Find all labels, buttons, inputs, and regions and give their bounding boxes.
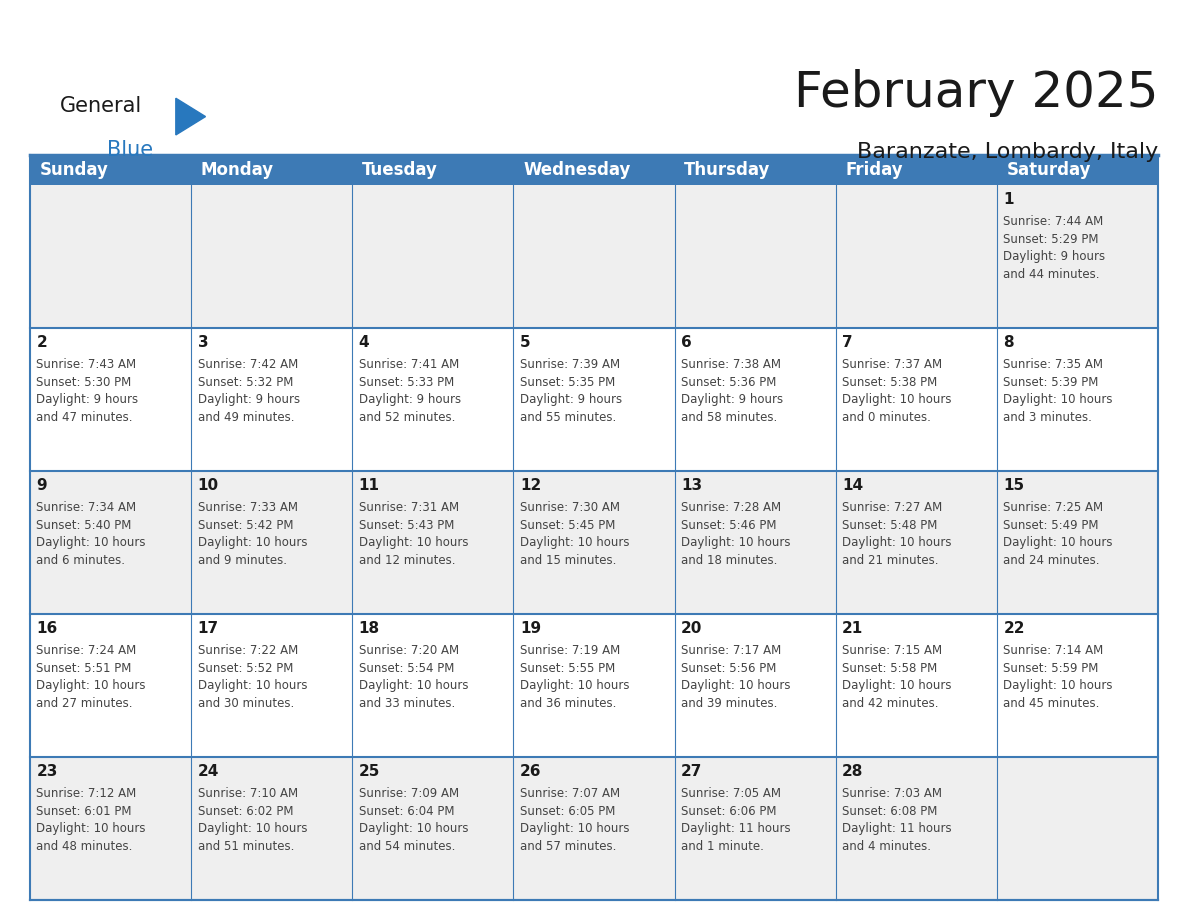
Text: 6: 6	[681, 335, 691, 351]
Text: 23: 23	[37, 765, 58, 779]
Text: 15: 15	[1004, 478, 1024, 493]
Text: Sunrise: 7:30 AM
Sunset: 5:45 PM
Daylight: 10 hours
and 15 minutes.: Sunrise: 7:30 AM Sunset: 5:45 PM Dayligh…	[520, 501, 630, 566]
Bar	[191, 155, 353, 185]
Text: 3: 3	[197, 335, 208, 351]
Text: Sunday: Sunday	[39, 161, 108, 179]
Text: 4: 4	[359, 335, 369, 351]
Text: Sunrise: 7:05 AM
Sunset: 6:06 PM
Daylight: 11 hours
and 1 minute.: Sunrise: 7:05 AM Sunset: 6:06 PM Dayligh…	[681, 788, 791, 853]
Text: 1: 1	[1004, 193, 1013, 207]
Text: 24: 24	[197, 765, 219, 779]
Text: 8: 8	[1004, 335, 1013, 351]
Text: Thursday: Thursday	[684, 161, 771, 179]
Text: 13: 13	[681, 478, 702, 493]
Text: Sunrise: 7:15 AM
Sunset: 5:58 PM
Daylight: 10 hours
and 42 minutes.: Sunrise: 7:15 AM Sunset: 5:58 PM Dayligh…	[842, 644, 952, 710]
Text: Sunrise: 7:34 AM
Sunset: 5:40 PM
Daylight: 10 hours
and 6 minutes.: Sunrise: 7:34 AM Sunset: 5:40 PM Dayligh…	[37, 501, 146, 566]
Text: Blue: Blue	[107, 140, 153, 161]
Text: 12: 12	[520, 478, 541, 493]
Text: Sunrise: 7:44 AM
Sunset: 5:29 PM
Daylight: 9 hours
and 44 minutes.: Sunrise: 7:44 AM Sunset: 5:29 PM Dayligh…	[1004, 216, 1105, 281]
Text: 19: 19	[520, 621, 541, 636]
Text: Sunrise: 7:07 AM
Sunset: 6:05 PM
Daylight: 10 hours
and 57 minutes.: Sunrise: 7:07 AM Sunset: 6:05 PM Dayligh…	[520, 788, 630, 853]
Text: 25: 25	[359, 765, 380, 779]
Text: Sunrise: 7:41 AM
Sunset: 5:33 PM
Daylight: 9 hours
and 52 minutes.: Sunrise: 7:41 AM Sunset: 5:33 PM Dayligh…	[359, 358, 461, 424]
Text: General: General	[59, 96, 141, 117]
Text: Sunrise: 7:17 AM
Sunset: 5:56 PM
Daylight: 10 hours
and 39 minutes.: Sunrise: 7:17 AM Sunset: 5:56 PM Dayligh…	[681, 644, 790, 710]
Text: 5: 5	[520, 335, 531, 351]
Bar	[835, 155, 997, 185]
Bar	[30, 471, 1158, 614]
Text: 2: 2	[37, 335, 48, 351]
Text: 7: 7	[842, 335, 853, 351]
Text: 28: 28	[842, 765, 864, 779]
Text: Sunrise: 7:19 AM
Sunset: 5:55 PM
Daylight: 10 hours
and 36 minutes.: Sunrise: 7:19 AM Sunset: 5:55 PM Dayligh…	[520, 644, 630, 710]
Text: Sunrise: 7:38 AM
Sunset: 5:36 PM
Daylight: 9 hours
and 58 minutes.: Sunrise: 7:38 AM Sunset: 5:36 PM Dayligh…	[681, 358, 783, 424]
Bar	[513, 155, 675, 185]
Text: Sunrise: 7:37 AM
Sunset: 5:38 PM
Daylight: 10 hours
and 0 minutes.: Sunrise: 7:37 AM Sunset: 5:38 PM Dayligh…	[842, 358, 952, 424]
Polygon shape	[176, 98, 206, 135]
Text: 11: 11	[359, 478, 380, 493]
Text: Sunrise: 7:39 AM
Sunset: 5:35 PM
Daylight: 9 hours
and 55 minutes.: Sunrise: 7:39 AM Sunset: 5:35 PM Dayligh…	[520, 358, 623, 424]
Text: Baranzate, Lombardy, Italy: Baranzate, Lombardy, Italy	[857, 142, 1158, 162]
Text: 21: 21	[842, 621, 864, 636]
Text: February 2025: February 2025	[794, 69, 1158, 117]
Text: Sunrise: 7:10 AM
Sunset: 6:02 PM
Daylight: 10 hours
and 51 minutes.: Sunrise: 7:10 AM Sunset: 6:02 PM Dayligh…	[197, 788, 307, 853]
Text: Tuesday: Tuesday	[362, 161, 438, 179]
Text: Sunrise: 7:22 AM
Sunset: 5:52 PM
Daylight: 10 hours
and 30 minutes.: Sunrise: 7:22 AM Sunset: 5:52 PM Dayligh…	[197, 644, 307, 710]
Text: 9: 9	[37, 478, 48, 493]
Text: Monday: Monday	[201, 161, 274, 179]
Text: Sunrise: 7:24 AM
Sunset: 5:51 PM
Daylight: 10 hours
and 27 minutes.: Sunrise: 7:24 AM Sunset: 5:51 PM Dayligh…	[37, 644, 146, 710]
Text: Saturday: Saturday	[1006, 161, 1091, 179]
Text: Sunrise: 7:42 AM
Sunset: 5:32 PM
Daylight: 9 hours
and 49 minutes.: Sunrise: 7:42 AM Sunset: 5:32 PM Dayligh…	[197, 358, 299, 424]
Text: 14: 14	[842, 478, 864, 493]
Text: Sunrise: 7:31 AM
Sunset: 5:43 PM
Daylight: 10 hours
and 12 minutes.: Sunrise: 7:31 AM Sunset: 5:43 PM Dayligh…	[359, 501, 468, 566]
Text: Sunrise: 7:33 AM
Sunset: 5:42 PM
Daylight: 10 hours
and 9 minutes.: Sunrise: 7:33 AM Sunset: 5:42 PM Dayligh…	[197, 501, 307, 566]
Text: Sunrise: 7:25 AM
Sunset: 5:49 PM
Daylight: 10 hours
and 24 minutes.: Sunrise: 7:25 AM Sunset: 5:49 PM Dayligh…	[1004, 501, 1113, 566]
Text: Sunrise: 7:20 AM
Sunset: 5:54 PM
Daylight: 10 hours
and 33 minutes.: Sunrise: 7:20 AM Sunset: 5:54 PM Dayligh…	[359, 644, 468, 710]
Text: Sunrise: 7:28 AM
Sunset: 5:46 PM
Daylight: 10 hours
and 18 minutes.: Sunrise: 7:28 AM Sunset: 5:46 PM Dayligh…	[681, 501, 790, 566]
Text: 18: 18	[359, 621, 380, 636]
Text: Sunrise: 7:27 AM
Sunset: 5:48 PM
Daylight: 10 hours
and 21 minutes.: Sunrise: 7:27 AM Sunset: 5:48 PM Dayligh…	[842, 501, 952, 566]
Bar	[30, 155, 191, 185]
Text: 16: 16	[37, 621, 58, 636]
Text: 22: 22	[1004, 621, 1025, 636]
Bar	[30, 185, 1158, 328]
Bar	[997, 155, 1158, 185]
Text: 10: 10	[197, 478, 219, 493]
Text: Sunrise: 7:14 AM
Sunset: 5:59 PM
Daylight: 10 hours
and 45 minutes.: Sunrise: 7:14 AM Sunset: 5:59 PM Dayligh…	[1004, 644, 1113, 710]
Text: Wednesday: Wednesday	[523, 161, 631, 179]
Bar	[353, 155, 513, 185]
Bar	[30, 328, 1158, 471]
Bar	[30, 757, 1158, 900]
Text: 17: 17	[197, 621, 219, 636]
Text: Sunrise: 7:09 AM
Sunset: 6:04 PM
Daylight: 10 hours
and 54 minutes.: Sunrise: 7:09 AM Sunset: 6:04 PM Dayligh…	[359, 788, 468, 853]
Bar	[30, 614, 1158, 757]
Text: Friday: Friday	[846, 161, 903, 179]
Text: 20: 20	[681, 621, 702, 636]
Text: 26: 26	[520, 765, 542, 779]
Text: Sunrise: 7:03 AM
Sunset: 6:08 PM
Daylight: 11 hours
and 4 minutes.: Sunrise: 7:03 AM Sunset: 6:08 PM Dayligh…	[842, 788, 952, 853]
Text: Sunrise: 7:12 AM
Sunset: 6:01 PM
Daylight: 10 hours
and 48 minutes.: Sunrise: 7:12 AM Sunset: 6:01 PM Dayligh…	[37, 788, 146, 853]
Text: Sunrise: 7:43 AM
Sunset: 5:30 PM
Daylight: 9 hours
and 47 minutes.: Sunrise: 7:43 AM Sunset: 5:30 PM Dayligh…	[37, 358, 139, 424]
Bar	[675, 155, 835, 185]
Text: 27: 27	[681, 765, 702, 779]
Text: Sunrise: 7:35 AM
Sunset: 5:39 PM
Daylight: 10 hours
and 3 minutes.: Sunrise: 7:35 AM Sunset: 5:39 PM Dayligh…	[1004, 358, 1113, 424]
